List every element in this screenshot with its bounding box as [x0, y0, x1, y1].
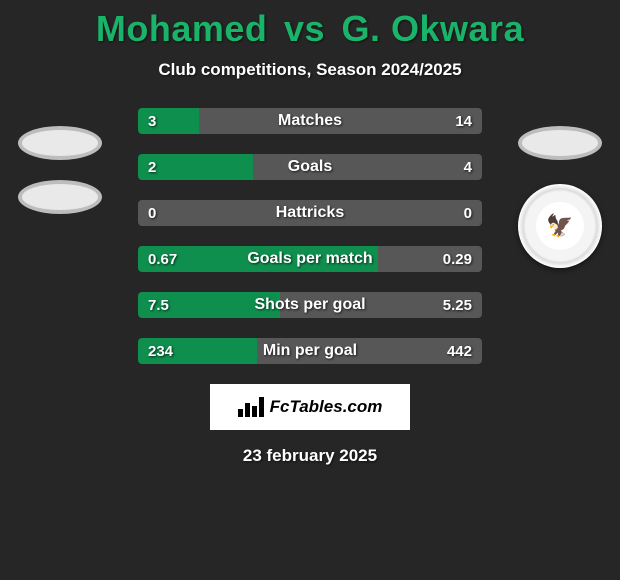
player1-name: Mohamed	[96, 8, 268, 49]
brand-box: FcTables.com	[210, 384, 410, 430]
stat-label: Matches	[138, 108, 482, 134]
stat-row: 00Hattricks	[138, 200, 482, 226]
stat-label: Min per goal	[138, 338, 482, 364]
player2-name: G. Okwara	[342, 8, 525, 49]
club-logo-placeholder	[518, 126, 602, 160]
subtitle: Club competitions, Season 2024/2025	[0, 60, 620, 80]
player1-logo-stack	[18, 120, 102, 204]
stat-label: Goals	[138, 154, 482, 180]
brand-text: FcTables.com	[270, 397, 383, 417]
player2-logo-stack: 🦅	[518, 120, 602, 204]
club-logo-placeholder	[18, 126, 102, 160]
comparison-title: Mohamed vs G. Okwara	[0, 0, 620, 50]
stat-row: 7.55.25Shots per goal	[138, 292, 482, 318]
stat-label: Goals per match	[138, 246, 482, 272]
vs-separator: vs	[284, 8, 325, 49]
stat-row: 234442Min per goal	[138, 338, 482, 364]
stat-row: 0.670.29Goals per match	[138, 246, 482, 272]
stat-row: 314Matches	[138, 108, 482, 134]
stats-bars: 314Matches 24Goals 00Hattricks 0.670.29Goal…	[138, 108, 482, 364]
club-badge-icon: 🦅	[536, 202, 584, 250]
brand-chart-icon	[238, 397, 264, 417]
stat-label: Shots per goal	[138, 292, 482, 318]
club-logo-placeholder	[18, 180, 102, 214]
stat-row: 24Goals	[138, 154, 482, 180]
date-text: 23 february 2025	[0, 446, 620, 466]
club-badge: 🦅	[518, 184, 602, 268]
stat-label: Hattricks	[138, 200, 482, 226]
